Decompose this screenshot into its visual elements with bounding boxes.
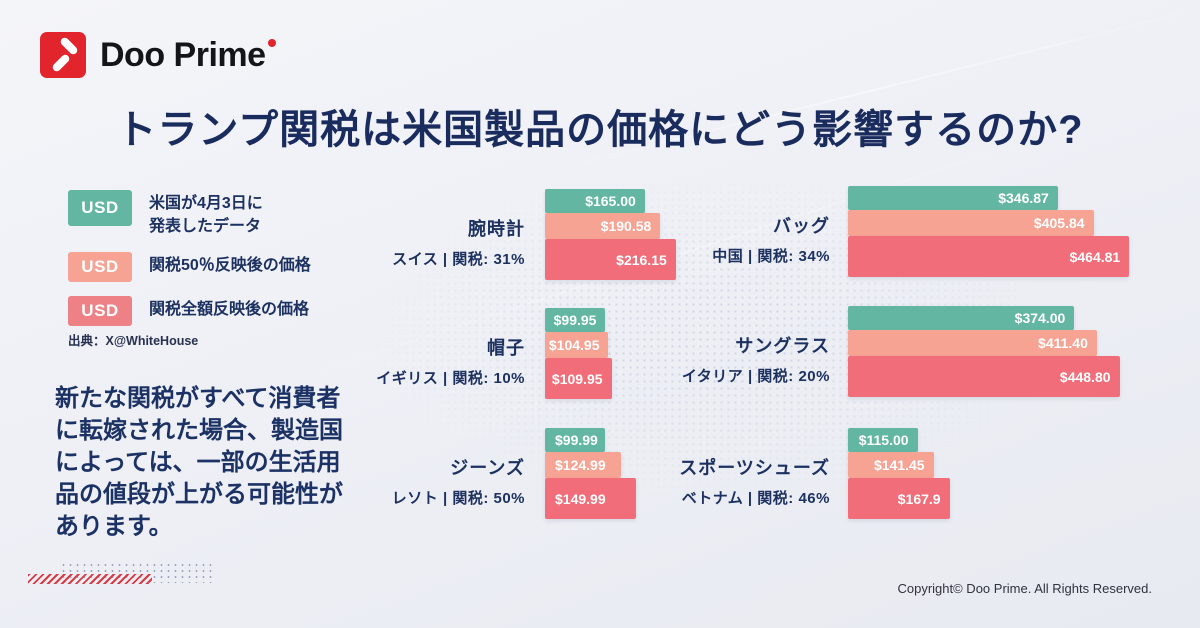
price-bar-full: $216.15	[545, 239, 676, 280]
chart-legend: USD 米国が4月3日に 発表したデータ USD 関税50％反映後の価格 USD…	[68, 190, 311, 340]
bar-stack: $165.00 $190.58 $216.15	[545, 189, 676, 280]
price-label: $448.80	[1059, 368, 1111, 385]
explanatory-note: 新たな関税がすべて消費者 に転嫁された場合、製造国 によっては、一部の生活用 品…	[55, 385, 343, 540]
product-origin: レソト | 関税: 50%	[391, 490, 525, 507]
group-label: サングラス イタリア | 関税: 20%	[630, 332, 830, 386]
price-label: $109.95	[551, 370, 603, 387]
group-label: スポーツシューズ ベトナム | 関税: 46%	[630, 454, 830, 508]
price-label: $346.87	[998, 190, 1049, 206]
product-origin: イギリス | 関税: 10%	[376, 370, 525, 387]
price-bar-full: $149.99	[545, 478, 636, 519]
price-bar-50pct: $411.40	[848, 330, 1097, 356]
decorative-hatched-bar	[28, 574, 152, 584]
price-bar-50pct: $405.84	[848, 210, 1094, 236]
price-label: $99.95	[553, 312, 597, 328]
group-label: 腕時計 スイス | 関税: 31%	[330, 215, 525, 269]
price-label: $104.95	[548, 337, 600, 353]
legend-item-full-tariff: USD 関税全額反映後の価格	[68, 296, 311, 326]
price-bar-full: $109.95	[545, 358, 612, 399]
product-origin: スイス | 関税: 31%	[392, 251, 525, 268]
product-origin: イタリア | 関税: 20%	[681, 368, 830, 385]
price-label: $124.99	[555, 457, 606, 473]
bar-stack: $99.95 $104.95 $109.95	[545, 308, 612, 399]
price-bar-50pct: $190.58	[545, 213, 661, 239]
usd-badge-salmon: USD	[68, 252, 132, 282]
price-label: $190.58	[600, 218, 652, 234]
logo-chevron-stroke	[59, 36, 79, 56]
doo-prime-logo: Doo Prime	[40, 32, 276, 78]
legend-item-original-price: USD 米国が4月3日に 発表したデータ	[68, 190, 311, 238]
price-bar-full: $167.9	[848, 478, 950, 519]
logo-red-dot	[268, 39, 276, 47]
price-label: $115.00	[858, 432, 909, 448]
group-label: ジーンズ レソト | 関税: 50%	[330, 454, 525, 508]
doo-prime-logo-icon	[40, 32, 86, 78]
group-label: バッグ 中国 | 関税: 34%	[630, 212, 830, 266]
usd-badge-teal: USD	[68, 190, 132, 226]
brand-name: Doo Prime	[100, 35, 266, 74]
price-label: $216.15	[616, 251, 667, 268]
product-origin: ベトナム | 関税: 46%	[681, 490, 830, 507]
price-label: $464.81	[1069, 248, 1121, 265]
bar-stack: $346.87 $405.84 $464.81	[848, 186, 1130, 277]
legend-item-50pct-tariff: USD 関税50％反映後の価格	[68, 252, 311, 282]
bar-stack: $99.99 $124.99 $149.99	[545, 428, 636, 519]
price-bar-full: $448.80	[848, 356, 1120, 397]
group-label: 帽子 イギリス | 関税: 10%	[330, 334, 525, 388]
bar-stack: $115.00 $141.45 $167.9	[848, 428, 950, 519]
legend-label: 関税50％反映後の価格	[149, 257, 311, 274]
copyright-notice: Copyright© Doo Prime. All Rights Reserve…	[897, 581, 1152, 596]
product-origin: 中国 | 関税: 34%	[712, 248, 830, 265]
product-name: スポーツシューズ	[679, 458, 830, 478]
price-bar-50pct: $104.95	[545, 332, 609, 358]
price-bar-original: $374.00	[848, 306, 1075, 330]
price-bar-50pct: $141.45	[848, 452, 934, 478]
price-bar-original: $346.87	[848, 186, 1058, 210]
price-bar-full: $464.81	[848, 236, 1130, 277]
price-label: $167.9	[897, 490, 941, 507]
price-bar-original: $99.99	[545, 428, 606, 452]
usd-badge-red: USD	[68, 296, 132, 326]
product-name: 帽子	[487, 338, 525, 358]
page-title: トランプ関税は米国製品の価格にどう影響するのか?	[116, 108, 1084, 152]
product-name: サングラス	[735, 336, 830, 356]
price-bar-50pct: $124.99	[545, 452, 621, 478]
bar-stack: $374.00 $411.40 $448.80	[848, 306, 1120, 397]
logo-chevron-stroke	[51, 53, 71, 73]
product-name: ジーンズ	[450, 458, 525, 478]
legend-label: 関税全額反映後の価格	[149, 301, 310, 318]
price-label: $374.00	[1014, 310, 1066, 326]
price-label: $165.00	[585, 193, 636, 209]
data-source: 出典：X@WhiteHouse	[68, 334, 199, 348]
price-label: $149.99	[555, 490, 606, 507]
price-bar-original: $165.00	[545, 189, 645, 213]
price-label: $99.99	[555, 432, 598, 448]
price-bar-original: $115.00	[848, 428, 918, 452]
legend-label: 米国が4月3日に 発表したデータ	[149, 195, 263, 235]
product-name: バッグ	[773, 216, 830, 236]
price-label: $405.84	[1033, 215, 1085, 231]
price-label: $411.40	[1038, 335, 1088, 351]
price-label: $141.45	[873, 457, 925, 473]
product-name: 腕時計	[468, 219, 525, 239]
price-bar-original: $99.95	[545, 308, 606, 332]
